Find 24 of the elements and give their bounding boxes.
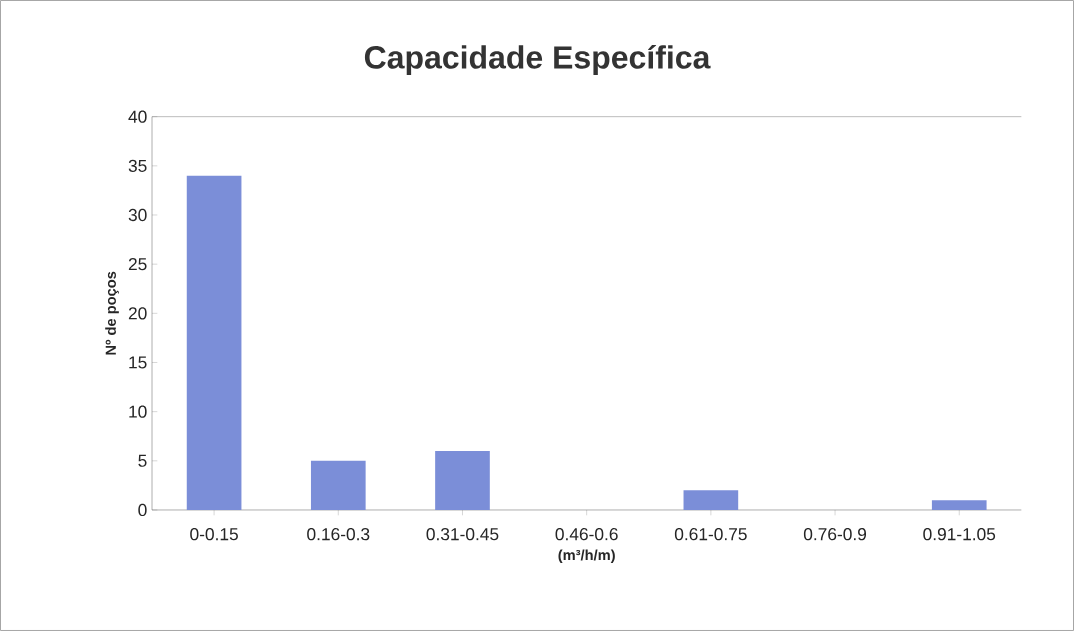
x-tick-label: 0.16-0.3 bbox=[307, 528, 370, 541]
x-axis-title: (m³/h/m) bbox=[558, 549, 615, 564]
bar bbox=[435, 450, 490, 510]
bar bbox=[186, 175, 242, 510]
x-tick-label: 0.91-1.05 bbox=[923, 528, 996, 541]
y-tick-label: 10 bbox=[129, 405, 147, 418]
bar bbox=[310, 460, 366, 510]
bar bbox=[931, 500, 987, 510]
x-tick-label: 0.76-0.9 bbox=[803, 528, 867, 541]
y-tick-label: 15 bbox=[129, 356, 147, 369]
chart-title: Capacidade Específica bbox=[364, 44, 711, 76]
x-tick-label: 0-0.15 bbox=[190, 528, 238, 541]
y-tick-label: 30 bbox=[128, 208, 147, 222]
bar bbox=[683, 490, 739, 510]
x-tick-label: 0.46-0.6 bbox=[555, 528, 618, 541]
y-axis-title: Nº de poços bbox=[105, 271, 119, 355]
x-tick-label: 0.61-0.75 bbox=[674, 528, 747, 541]
y-tick-label: 5 bbox=[138, 454, 147, 467]
y-tick-label: 40 bbox=[128, 110, 147, 123]
y-tick-label: 0 bbox=[138, 503, 147, 517]
y-tick-label: 20 bbox=[128, 307, 147, 320]
x-tick-label: 0.31-0.45 bbox=[426, 528, 499, 541]
y-tick-label: 25 bbox=[128, 258, 147, 271]
y-tick-label: 35 bbox=[128, 159, 147, 172]
